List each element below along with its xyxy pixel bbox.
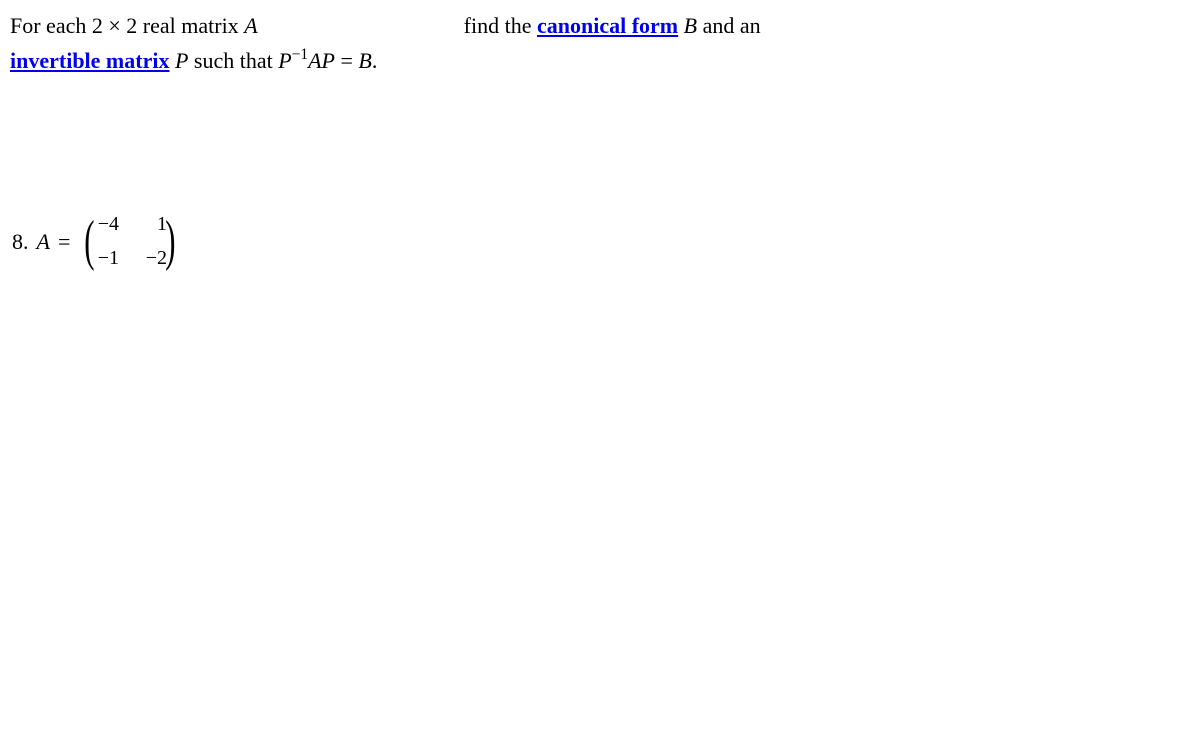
item-number: 8. xyxy=(12,224,29,259)
text-period: . xyxy=(372,48,378,73)
text-such-that: such that xyxy=(188,48,278,73)
text-real-matrix: real matrix xyxy=(137,13,244,38)
var-A: A xyxy=(244,13,257,38)
statement-line-1: For each 2 × 2 real matrix A find the ca… xyxy=(10,8,1190,43)
text-find-the: find the xyxy=(464,13,537,38)
var-B2: B xyxy=(358,48,371,73)
problem-item-8: 8. A = ( −4 1 −1 −2 ) xyxy=(10,208,1190,274)
invertible-matrix-link[interactable]: invertible matrix xyxy=(10,48,169,73)
var-B: B xyxy=(684,13,697,38)
var-P2: P xyxy=(278,48,291,73)
close-paren-icon: ) xyxy=(165,219,175,264)
var-AP: AP xyxy=(308,48,335,73)
open-paren-icon: ( xyxy=(85,219,95,264)
problem-statement: For each 2 × 2 real matrix A find the ca… xyxy=(10,8,1190,78)
matrix-cell-r1c2: 1 xyxy=(141,208,167,240)
exponent-minus1: −1 xyxy=(292,46,308,63)
text-and-an: and an xyxy=(697,13,761,38)
matrix-cell-r2c2: −2 xyxy=(141,242,167,274)
line1-left: For each 2 × 2 real matrix A xyxy=(10,8,258,43)
text-equals: = xyxy=(335,48,358,73)
item-var-A: A xyxy=(37,224,50,259)
var-P: P xyxy=(175,48,188,73)
text-for-each: For each xyxy=(10,13,92,38)
canonical-form-link[interactable]: canonical form xyxy=(537,13,678,38)
matrix-cell-r1c1: −4 xyxy=(93,208,119,240)
item-equals: = xyxy=(58,224,70,259)
matrix-grid: −4 1 −1 −2 xyxy=(93,208,167,274)
line1-right: find the canonical form B and an xyxy=(464,8,761,43)
text-dims: 2 × 2 xyxy=(92,13,137,38)
matrix-A: ( −4 1 −1 −2 ) xyxy=(80,208,179,274)
statement-line-2: invertible matrix P such that P−1AP = B. xyxy=(10,43,1190,78)
matrix-cell-r2c1: −1 xyxy=(93,242,119,274)
